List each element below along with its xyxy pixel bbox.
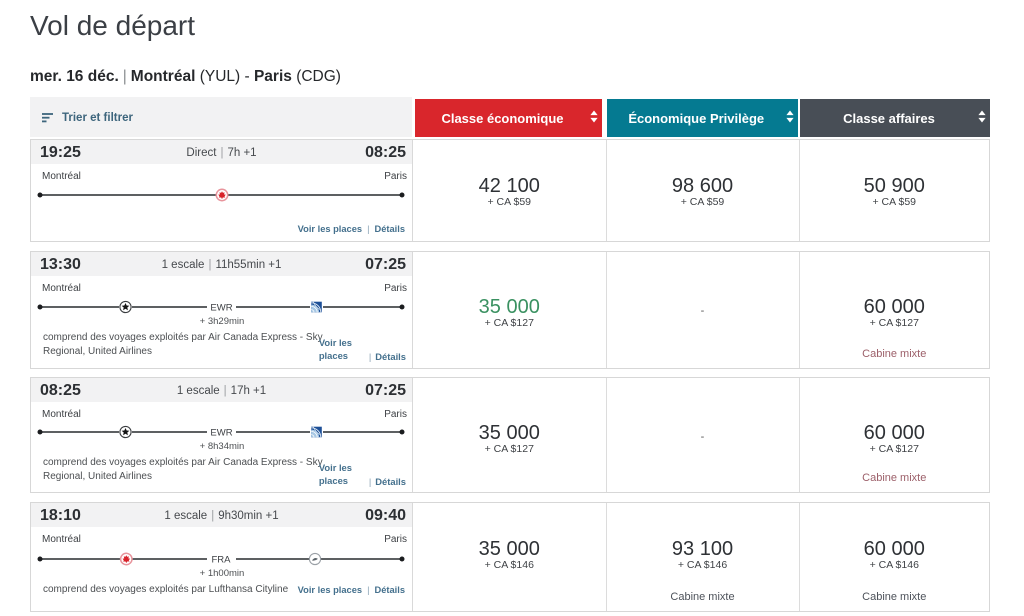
svg-text:EWR: EWR [210,303,232,314]
svg-text:EWR: EWR [210,428,232,439]
svg-text:FRA: FRA [212,555,232,566]
